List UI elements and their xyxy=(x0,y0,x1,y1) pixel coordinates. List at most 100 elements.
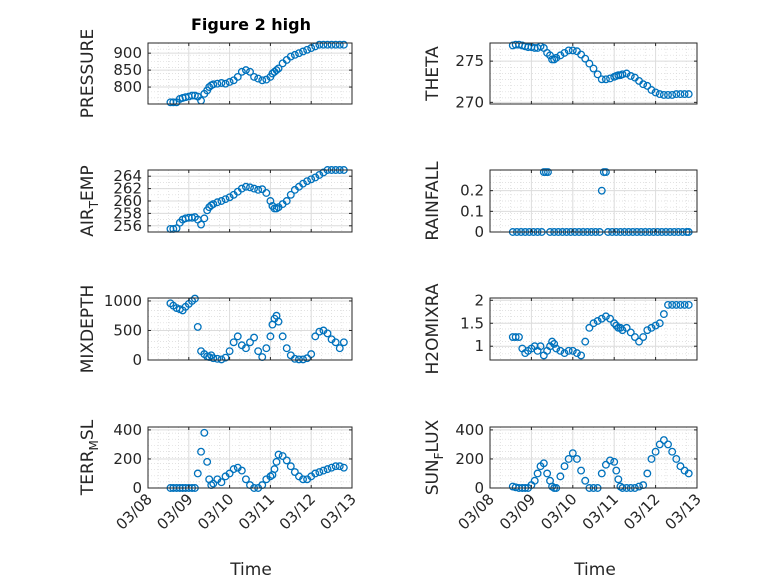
y-tick-label: 0 xyxy=(474,223,484,241)
data-point xyxy=(530,476,539,485)
y-tick-label: 200 xyxy=(113,450,142,468)
data-point xyxy=(585,323,594,332)
data-point xyxy=(651,88,660,97)
data-point xyxy=(335,462,344,471)
axes-box xyxy=(489,426,698,489)
data-point xyxy=(225,193,234,202)
data-point xyxy=(203,457,212,466)
data-point xyxy=(548,337,557,346)
data-point xyxy=(213,198,222,207)
data-point xyxy=(335,40,344,49)
data-point xyxy=(672,300,681,309)
y-axis-label: RAINFALL xyxy=(423,161,443,241)
subplot-h2omixra: 1 1.5 2 H2OMIXRA xyxy=(423,283,698,375)
data-point xyxy=(647,86,656,94)
data-point xyxy=(572,455,581,463)
x-axis-label-left: Time xyxy=(229,560,272,580)
data-point xyxy=(597,314,606,323)
data-point xyxy=(550,55,559,64)
x-tick-label: 03/13 xyxy=(662,490,705,533)
data-point xyxy=(209,80,218,89)
data-point xyxy=(299,47,307,56)
data-point xyxy=(237,184,246,193)
data-point xyxy=(225,469,234,478)
data-point xyxy=(655,319,664,328)
data-point xyxy=(597,75,606,84)
data-point xyxy=(315,40,324,49)
data-point xyxy=(331,338,340,347)
data-point xyxy=(319,40,328,49)
data-point xyxy=(581,476,590,485)
data-point xyxy=(684,300,693,309)
y-tick-label: 0 xyxy=(132,479,142,497)
data-point xyxy=(568,46,577,55)
data-point xyxy=(225,78,234,86)
data-point xyxy=(200,428,209,437)
data-point xyxy=(552,344,561,353)
subplot-sunflux: 0200400SUNFLUX03/0803/0903/1003/1103/120… xyxy=(423,419,705,533)
data-point xyxy=(601,168,610,177)
data-point xyxy=(278,452,287,460)
axes-box xyxy=(147,297,353,361)
y-tick-label: 850 xyxy=(113,61,142,79)
data-point xyxy=(618,70,627,79)
data-point xyxy=(684,469,693,478)
data-point xyxy=(659,310,668,319)
data-point xyxy=(229,465,238,474)
data-point xyxy=(664,440,672,449)
data-point xyxy=(200,214,209,223)
y-tick-label: 262 xyxy=(113,180,142,198)
data-point xyxy=(319,466,328,475)
data-point xyxy=(241,344,250,353)
data-point xyxy=(217,355,226,364)
data-point xyxy=(668,300,677,309)
x-axis-label-right: Time xyxy=(573,560,616,580)
data-point xyxy=(577,50,586,59)
y-axis-label: PRESSURE xyxy=(78,29,98,118)
y-tick-label: 400 xyxy=(113,421,142,439)
data-point xyxy=(197,447,205,456)
data-point xyxy=(233,332,242,341)
data-point xyxy=(339,463,348,472)
y-tick-label: 275 xyxy=(455,52,484,70)
y-tick-label: 256 xyxy=(113,217,142,235)
data-point xyxy=(272,457,281,466)
data-point xyxy=(246,67,254,76)
data-point xyxy=(647,323,656,332)
data-point xyxy=(197,220,205,229)
data-point xyxy=(278,332,287,341)
data-point xyxy=(319,168,328,177)
data-point xyxy=(303,177,312,186)
x-tick-label: 03/10 xyxy=(537,490,580,533)
data-point xyxy=(274,317,283,326)
data-point xyxy=(581,337,590,346)
data-point xyxy=(659,90,668,99)
subplot-rainfall: 0 0.1 0.2 RAINFALL xyxy=(423,161,698,241)
y-tick-label: 264 xyxy=(113,167,142,185)
data-point xyxy=(668,90,677,99)
y-tick-label: 1000 xyxy=(104,292,142,310)
data-point xyxy=(556,472,565,481)
data-point xyxy=(295,49,303,58)
data-point xyxy=(282,344,291,353)
data-point xyxy=(539,459,548,468)
data-point xyxy=(610,457,619,466)
data-point xyxy=(610,319,619,328)
data-point xyxy=(680,300,689,309)
data-point xyxy=(246,338,254,347)
data-point xyxy=(655,440,664,449)
data-point xyxy=(311,469,320,478)
data-point xyxy=(290,468,299,476)
data-point xyxy=(664,90,672,99)
data-point xyxy=(331,462,340,471)
data-point xyxy=(266,472,275,481)
y-tick-label: 0 xyxy=(474,479,484,497)
data-point xyxy=(643,326,652,335)
y-axis-label: H2OMIXRA xyxy=(423,283,443,374)
x-tick-label: 03/12 xyxy=(276,490,319,533)
data-point xyxy=(622,69,631,78)
y-tick-label: 1.5 xyxy=(460,314,484,332)
y-tick-label: 400 xyxy=(455,421,484,439)
data-point xyxy=(536,342,545,351)
